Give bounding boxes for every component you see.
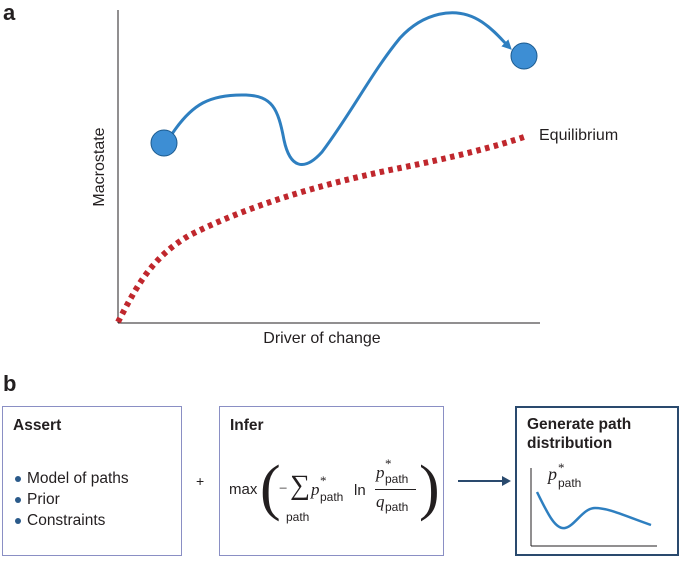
- flow-arrow-head: [502, 476, 511, 486]
- generate-box: Generate path distribution p * path: [515, 406, 679, 556]
- fraction-numerator-p: p: [376, 463, 385, 482]
- p-subscript: path: [320, 490, 344, 504]
- infer-box: Infer max ( − ∑ path p * path ln p * pat…: [219, 406, 444, 556]
- y-axis-label: Macrostate: [91, 127, 108, 206]
- p-symbol: p: [311, 480, 320, 499]
- equilibrium-label: Equilibrium: [539, 127, 618, 144]
- distribution-p-subscript: path: [558, 476, 581, 490]
- x-axis-label: Driver of change: [263, 330, 380, 347]
- fraction-denominator-q: q: [376, 492, 385, 511]
- max-entropy-formula: max ( − ∑ path p * path ln p * path q pa…: [220, 407, 445, 557]
- fraction-denominator-subscript: path: [385, 500, 409, 514]
- plus-sign: +: [196, 473, 205, 489]
- distribution-p-symbol: p: [546, 464, 557, 484]
- sum-symbol: ∑: [290, 470, 310, 501]
- list-item: Model of paths: [13, 468, 129, 489]
- panel-b-label: b: [3, 371, 17, 396]
- assert-list: Model of paths Prior Constraints: [13, 468, 129, 531]
- distribution-p-star: *: [558, 460, 565, 475]
- distribution-curve: [535, 491, 652, 530]
- fraction-numerator-subscript: path: [385, 472, 409, 486]
- sum-subscript: path: [286, 510, 310, 524]
- path-distribution-plot: p * path: [530, 460, 657, 547]
- minus-sign: −: [279, 481, 288, 497]
- list-item: Prior: [13, 489, 129, 510]
- fraction-numerator-star: *: [385, 456, 392, 471]
- list-item: Constraints: [13, 510, 129, 531]
- macrostate-diagram: Equilibrium Macrostate Driver of change: [91, 10, 618, 347]
- infer-title: Infer: [230, 417, 264, 434]
- fraction-bar: [375, 489, 416, 490]
- system-path: [170, 11, 512, 166]
- left-paren: (: [260, 454, 281, 522]
- equilibrium-curve: [115, 133, 528, 324]
- ln-operator: ln: [354, 482, 366, 499]
- assert-box: Assert Model of paths Prior Constraints: [2, 406, 182, 556]
- assert-title: Assert: [13, 417, 62, 434]
- generate-title: Generate path distribution: [527, 416, 632, 452]
- panel-a-label: a: [3, 0, 16, 25]
- max-operator: max: [229, 481, 258, 498]
- end-state-node: [510, 42, 538, 70]
- right-paren: ): [419, 454, 440, 522]
- p-star: *: [320, 473, 327, 488]
- start-state-node: [150, 129, 178, 157]
